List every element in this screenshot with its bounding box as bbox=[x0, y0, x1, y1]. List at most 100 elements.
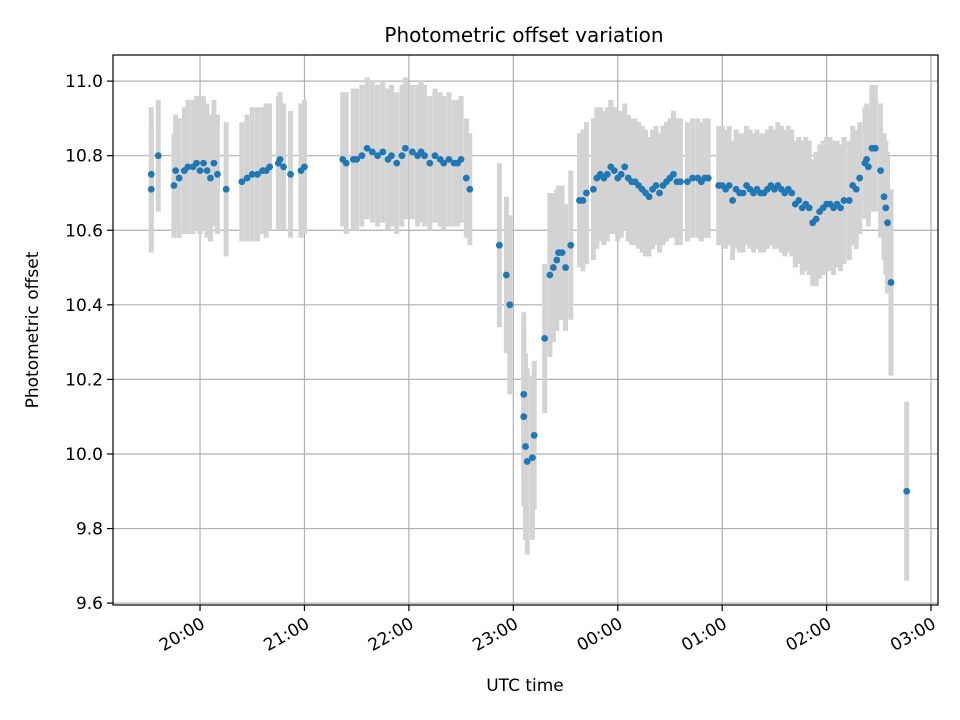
point-layer bbox=[147, 144, 911, 495]
data-point bbox=[812, 215, 820, 223]
data-point bbox=[238, 178, 246, 186]
data-point bbox=[603, 170, 611, 178]
data-point bbox=[522, 443, 529, 450]
data-point bbox=[729, 197, 737, 204]
y-axis-ticks: 9.6 9.8 10.0 10.2 10.4 10.6 10.8 11.0 bbox=[65, 72, 113, 614]
data-point bbox=[200, 159, 207, 167]
data-point bbox=[864, 163, 872, 171]
data-point bbox=[457, 156, 465, 163]
data-point bbox=[837, 204, 844, 212]
data-point bbox=[530, 431, 538, 439]
data-point bbox=[147, 185, 155, 193]
data-point bbox=[374, 152, 381, 160]
data-point bbox=[739, 189, 747, 197]
data-point bbox=[363, 144, 371, 152]
data-point bbox=[398, 152, 406, 160]
data-point bbox=[795, 197, 803, 204]
data-point bbox=[589, 185, 597, 193]
data-point bbox=[287, 170, 294, 178]
data-point bbox=[431, 152, 439, 160]
data-point bbox=[154, 152, 162, 160]
data-point bbox=[379, 148, 387, 156]
y-tick-label: 10.0 bbox=[65, 445, 103, 465]
data-point bbox=[852, 185, 860, 193]
data-point bbox=[342, 159, 350, 167]
data-point bbox=[207, 174, 214, 182]
data-point bbox=[689, 174, 696, 182]
data-point bbox=[358, 152, 366, 160]
data-point bbox=[903, 487, 911, 495]
data-point bbox=[276, 156, 284, 163]
data-point bbox=[549, 264, 557, 271]
data-point bbox=[147, 170, 155, 178]
data-point bbox=[408, 148, 416, 156]
data-point bbox=[462, 174, 470, 182]
data-point bbox=[845, 197, 853, 204]
data-point bbox=[388, 152, 395, 160]
data-point bbox=[529, 454, 536, 462]
data-point bbox=[368, 148, 376, 156]
x-tick-label: 02:00 bbox=[783, 614, 835, 656]
data-point bbox=[402, 144, 409, 152]
data-point bbox=[203, 167, 211, 174]
data-point bbox=[788, 189, 796, 197]
data-point bbox=[193, 159, 200, 167]
data-point bbox=[683, 178, 691, 186]
data-point bbox=[254, 170, 261, 178]
data-point bbox=[863, 156, 871, 163]
data-point bbox=[579, 197, 587, 204]
x-tick-label: 01:00 bbox=[678, 614, 730, 656]
data-point bbox=[567, 241, 575, 249]
x-tick-label: 22:00 bbox=[365, 614, 417, 656]
data-point bbox=[704, 174, 712, 182]
data-point bbox=[266, 163, 274, 171]
y-tick-label: 9.6 bbox=[76, 594, 103, 614]
data-point bbox=[882, 204, 890, 212]
data-point bbox=[280, 163, 287, 171]
data-point bbox=[184, 163, 192, 171]
data-point bbox=[502, 271, 510, 279]
plot-frame bbox=[112, 54, 939, 606]
data-point bbox=[884, 219, 891, 227]
data-point bbox=[805, 204, 813, 212]
data-point bbox=[445, 156, 453, 163]
data-point bbox=[196, 167, 204, 174]
data-point bbox=[393, 159, 401, 167]
data-point bbox=[562, 264, 569, 271]
data-point bbox=[610, 167, 618, 174]
data-point bbox=[426, 159, 434, 167]
data-point bbox=[175, 174, 183, 182]
data-point bbox=[670, 170, 677, 178]
x-axis-ticks: 20:00 21:00 22:00 23:00 00:00 01:00 02:00 03:00 bbox=[156, 605, 940, 656]
x-axis-label: UTC time bbox=[486, 676, 564, 696]
data-point bbox=[871, 144, 879, 152]
data-point bbox=[856, 174, 864, 182]
data-point bbox=[652, 182, 660, 189]
data-point bbox=[645, 193, 653, 201]
data-point bbox=[495, 241, 503, 249]
data-point bbox=[558, 249, 566, 257]
data-point bbox=[466, 185, 474, 193]
x-tick-label: 23:00 bbox=[469, 614, 521, 656]
data-point bbox=[301, 163, 308, 171]
x-tick-label: 20:00 bbox=[156, 614, 208, 656]
data-point bbox=[583, 189, 590, 197]
data-point bbox=[520, 390, 528, 398]
y-tick-label: 10.4 bbox=[65, 296, 103, 316]
data-point bbox=[621, 163, 629, 171]
data-point bbox=[506, 301, 514, 309]
data-point bbox=[541, 334, 549, 342]
data-point bbox=[214, 170, 221, 178]
data-point bbox=[840, 197, 848, 204]
data-point bbox=[656, 189, 663, 197]
data-point bbox=[421, 152, 428, 160]
y-tick-label: 11.0 bbox=[65, 72, 103, 92]
chart-title: Photometric offset variation bbox=[384, 23, 663, 47]
y-tick-label: 9.8 bbox=[76, 520, 103, 540]
data-point bbox=[523, 458, 531, 465]
data-point bbox=[172, 167, 180, 174]
data-point bbox=[877, 167, 884, 174]
x-tick-label: 00:00 bbox=[574, 614, 626, 656]
errorbar-layer bbox=[148, 77, 910, 581]
